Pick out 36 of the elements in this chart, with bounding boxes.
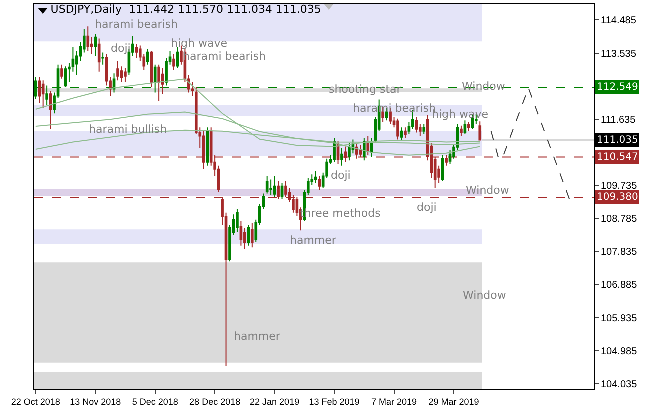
annotation: Window <box>466 184 510 197</box>
annotation: doji <box>331 169 351 182</box>
x-tick-label: 13 Nov 2018 <box>70 396 122 407</box>
x-tick-label: 29 Mar 2019 <box>428 396 480 407</box>
y-tick-label: 109.735 <box>601 181 638 192</box>
y-tick-label: 111.635 <box>601 114 636 126</box>
ref-line-label: 111.035 <box>597 135 638 146</box>
x-tick-label: 22 Jan 2019 <box>250 396 300 407</box>
chart-title: USDJPY,Daily 111.442 111.570 111.034 111.035 <box>50 2 322 16</box>
y-tick-label: 113.535 <box>601 48 637 60</box>
y-tick-label: 107.835 <box>601 247 638 258</box>
annotation: harami bearish <box>95 18 178 31</box>
annotation: harami bullish <box>89 123 168 136</box>
annotation: hammer <box>234 330 281 343</box>
y-tick-label: 108.785 <box>601 214 638 226</box>
y-tick-label: 104.985 <box>601 346 638 358</box>
x-tick-label: 5 Dec 2018 <box>132 396 178 407</box>
annotation: high wave <box>171 37 228 50</box>
annotation: doji <box>111 42 131 55</box>
x-tick-label: 28 Dec 2018 <box>190 396 241 407</box>
y-tick-label: 114.485 <box>601 16 637 27</box>
ref-line-label: 112.549 <box>597 82 638 93</box>
annotation: Window <box>462 80 506 93</box>
annotation: Window <box>463 289 506 302</box>
y-tick-label: 106.885 <box>601 280 638 292</box>
annotation: high wave <box>432 108 489 121</box>
annotation: doji <box>417 201 437 214</box>
x-tick-label: 22 Oct 2018 <box>11 396 60 407</box>
x-tick-label: 13 Feb 2019 <box>309 396 360 407</box>
ref-line-label: 109.380 <box>597 192 638 203</box>
annotation: hammer <box>290 234 337 247</box>
ref-line-label: 110.547 <box>597 152 638 163</box>
x-tick-label: 7 Mar 2019 <box>372 396 418 407</box>
y-tick-label: 104.035 <box>601 379 638 390</box>
y-tick-label: 105.935 <box>601 313 638 324</box>
annotation: shooting star <box>329 83 402 96</box>
